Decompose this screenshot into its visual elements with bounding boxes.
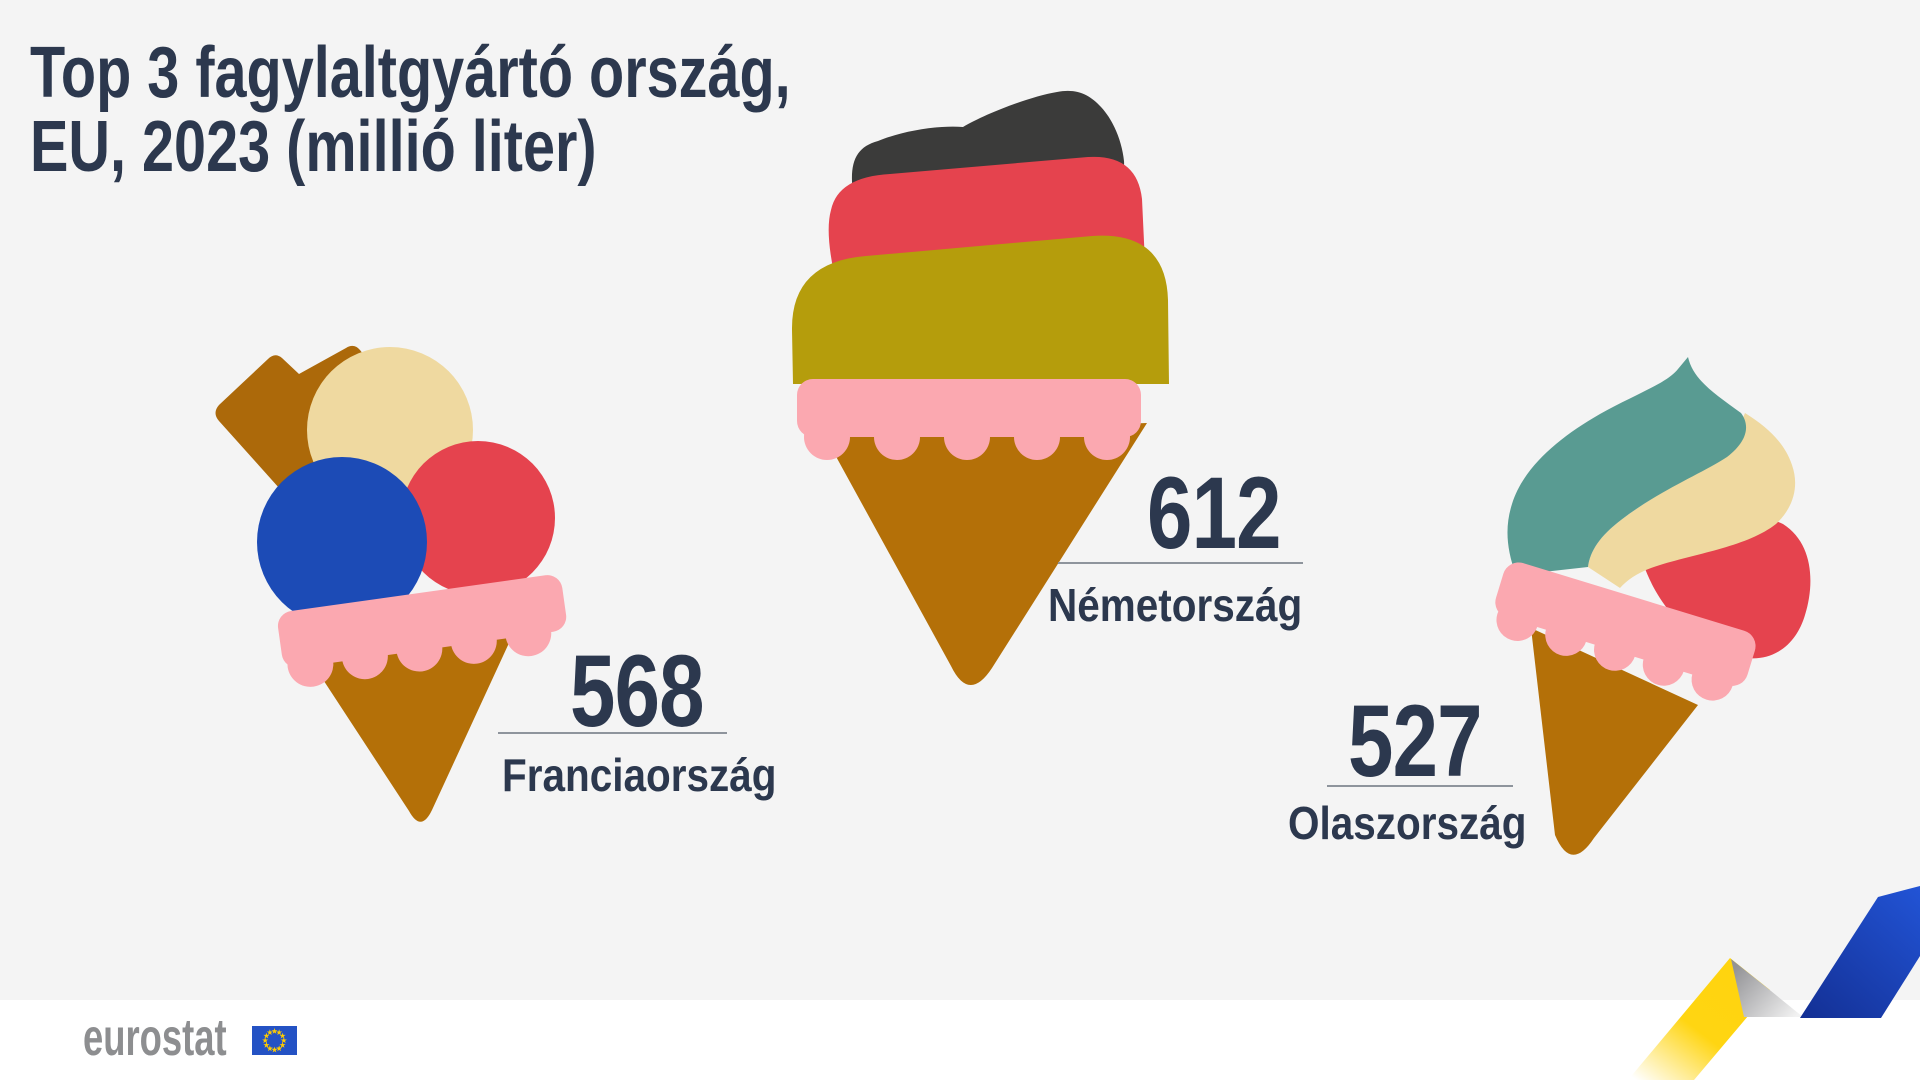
value-germany: 612 xyxy=(1147,456,1282,570)
value-france: 568 xyxy=(570,634,705,748)
eu-flag-icon xyxy=(252,1026,297,1055)
country-label-france: Franciaország xyxy=(502,749,777,801)
eurostat-logo-text: eurostat xyxy=(83,1009,227,1067)
value-underline-italy xyxy=(1327,785,1513,787)
page-title: Top 3 fagylaltgyártó ország, EU, 2023 (m… xyxy=(30,36,791,184)
value-italy: 527 xyxy=(1348,684,1483,798)
value-underline-germany xyxy=(1058,562,1303,564)
country-label-italy: Olaszország xyxy=(1288,797,1527,849)
page-title-line1: Top 3 fagylaltgyártó ország, xyxy=(30,33,791,113)
value-underline-france xyxy=(498,732,727,734)
page-title-line2: EU, 2023 (millió liter) xyxy=(30,107,597,187)
country-label-germany: Németország xyxy=(1048,579,1303,631)
